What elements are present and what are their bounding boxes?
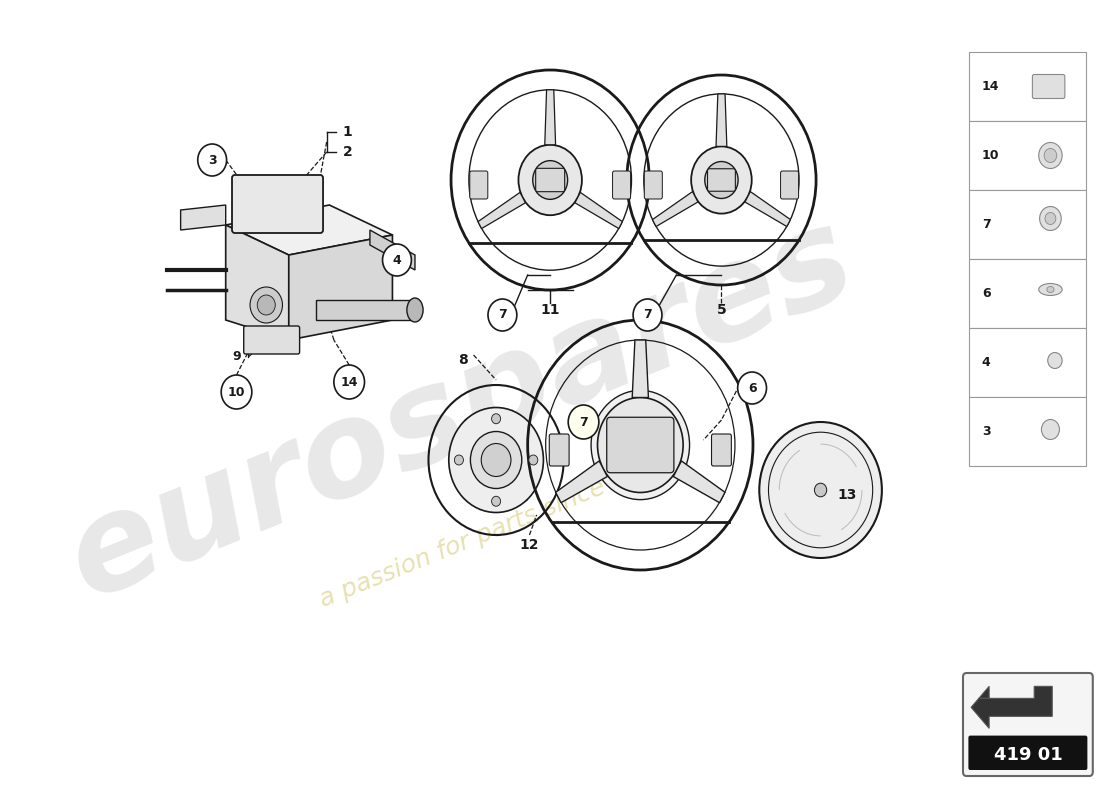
Polygon shape bbox=[180, 205, 226, 230]
Circle shape bbox=[814, 483, 827, 497]
Polygon shape bbox=[971, 686, 1053, 728]
Text: 419 01: 419 01 bbox=[993, 746, 1063, 764]
Circle shape bbox=[1040, 206, 1062, 230]
Circle shape bbox=[492, 414, 500, 424]
Text: 11: 11 bbox=[540, 303, 560, 317]
Text: 10: 10 bbox=[982, 149, 1000, 162]
Circle shape bbox=[383, 244, 411, 276]
Bar bbox=[969, 397, 1087, 466]
Text: 3: 3 bbox=[982, 425, 990, 438]
Circle shape bbox=[1038, 142, 1063, 169]
Circle shape bbox=[738, 372, 767, 404]
Circle shape bbox=[518, 145, 582, 215]
FancyBboxPatch shape bbox=[781, 171, 799, 199]
Circle shape bbox=[481, 443, 512, 477]
FancyBboxPatch shape bbox=[244, 326, 299, 354]
Circle shape bbox=[532, 161, 568, 199]
Polygon shape bbox=[478, 193, 526, 229]
Text: 12: 12 bbox=[519, 538, 539, 552]
FancyBboxPatch shape bbox=[232, 175, 323, 233]
Text: 3: 3 bbox=[208, 154, 217, 166]
FancyBboxPatch shape bbox=[613, 171, 630, 199]
FancyBboxPatch shape bbox=[962, 673, 1092, 776]
Ellipse shape bbox=[1047, 286, 1054, 293]
Polygon shape bbox=[652, 192, 697, 226]
Circle shape bbox=[1047, 353, 1063, 369]
FancyBboxPatch shape bbox=[968, 736, 1088, 770]
FancyBboxPatch shape bbox=[707, 169, 736, 191]
Polygon shape bbox=[289, 235, 393, 340]
Circle shape bbox=[198, 144, 227, 176]
Circle shape bbox=[591, 390, 690, 500]
Bar bbox=[969, 190, 1087, 259]
Circle shape bbox=[634, 299, 662, 331]
Circle shape bbox=[257, 295, 275, 315]
Text: 4: 4 bbox=[393, 254, 402, 266]
Text: 7: 7 bbox=[580, 415, 587, 429]
Bar bbox=[969, 52, 1087, 121]
Polygon shape bbox=[544, 90, 556, 145]
Ellipse shape bbox=[407, 298, 424, 322]
Text: 7: 7 bbox=[982, 218, 991, 231]
Circle shape bbox=[529, 455, 538, 465]
Text: 2: 2 bbox=[342, 145, 352, 159]
Text: 10: 10 bbox=[228, 386, 245, 398]
Circle shape bbox=[449, 407, 543, 513]
Text: 9: 9 bbox=[232, 350, 241, 363]
Text: 6: 6 bbox=[982, 287, 990, 300]
Polygon shape bbox=[716, 94, 727, 146]
FancyBboxPatch shape bbox=[607, 418, 674, 473]
Text: 5: 5 bbox=[716, 303, 726, 317]
Text: 14: 14 bbox=[340, 375, 358, 389]
Text: 8: 8 bbox=[458, 353, 468, 367]
Circle shape bbox=[471, 431, 521, 489]
Circle shape bbox=[1044, 149, 1057, 162]
Text: 7: 7 bbox=[498, 309, 507, 322]
Circle shape bbox=[628, 432, 652, 458]
Text: 13: 13 bbox=[838, 488, 857, 502]
FancyBboxPatch shape bbox=[645, 171, 662, 199]
Circle shape bbox=[705, 162, 738, 198]
Text: 7: 7 bbox=[644, 309, 652, 322]
FancyBboxPatch shape bbox=[470, 171, 487, 199]
Circle shape bbox=[759, 422, 882, 558]
Circle shape bbox=[221, 375, 252, 409]
Circle shape bbox=[492, 496, 500, 506]
FancyBboxPatch shape bbox=[712, 434, 732, 466]
Circle shape bbox=[713, 170, 730, 190]
Polygon shape bbox=[370, 230, 415, 270]
FancyBboxPatch shape bbox=[549, 434, 569, 466]
Polygon shape bbox=[226, 205, 393, 255]
Circle shape bbox=[1045, 213, 1056, 225]
Ellipse shape bbox=[1038, 283, 1063, 295]
Text: 14: 14 bbox=[982, 80, 1000, 93]
Bar bbox=[969, 259, 1087, 328]
Text: eurospares: eurospares bbox=[50, 194, 871, 626]
Polygon shape bbox=[556, 461, 607, 502]
Circle shape bbox=[488, 299, 517, 331]
Text: 4: 4 bbox=[982, 356, 991, 369]
Polygon shape bbox=[226, 225, 289, 340]
Polygon shape bbox=[575, 193, 623, 229]
Polygon shape bbox=[745, 192, 791, 226]
Circle shape bbox=[569, 405, 598, 439]
Circle shape bbox=[597, 398, 683, 493]
Bar bbox=[969, 121, 1087, 190]
Circle shape bbox=[454, 455, 463, 465]
FancyBboxPatch shape bbox=[1033, 74, 1065, 98]
Text: a passion for parts since 1985: a passion for parts since 1985 bbox=[317, 448, 675, 612]
Circle shape bbox=[541, 170, 559, 190]
Bar bbox=[969, 328, 1087, 397]
Circle shape bbox=[691, 146, 751, 214]
Text: 6: 6 bbox=[748, 382, 757, 394]
Polygon shape bbox=[673, 461, 725, 502]
FancyBboxPatch shape bbox=[536, 168, 564, 192]
Circle shape bbox=[619, 422, 662, 469]
Circle shape bbox=[334, 365, 364, 399]
Text: 1: 1 bbox=[342, 125, 352, 139]
Polygon shape bbox=[632, 340, 648, 398]
Circle shape bbox=[1042, 419, 1059, 439]
Circle shape bbox=[250, 287, 283, 323]
Polygon shape bbox=[316, 300, 415, 320]
